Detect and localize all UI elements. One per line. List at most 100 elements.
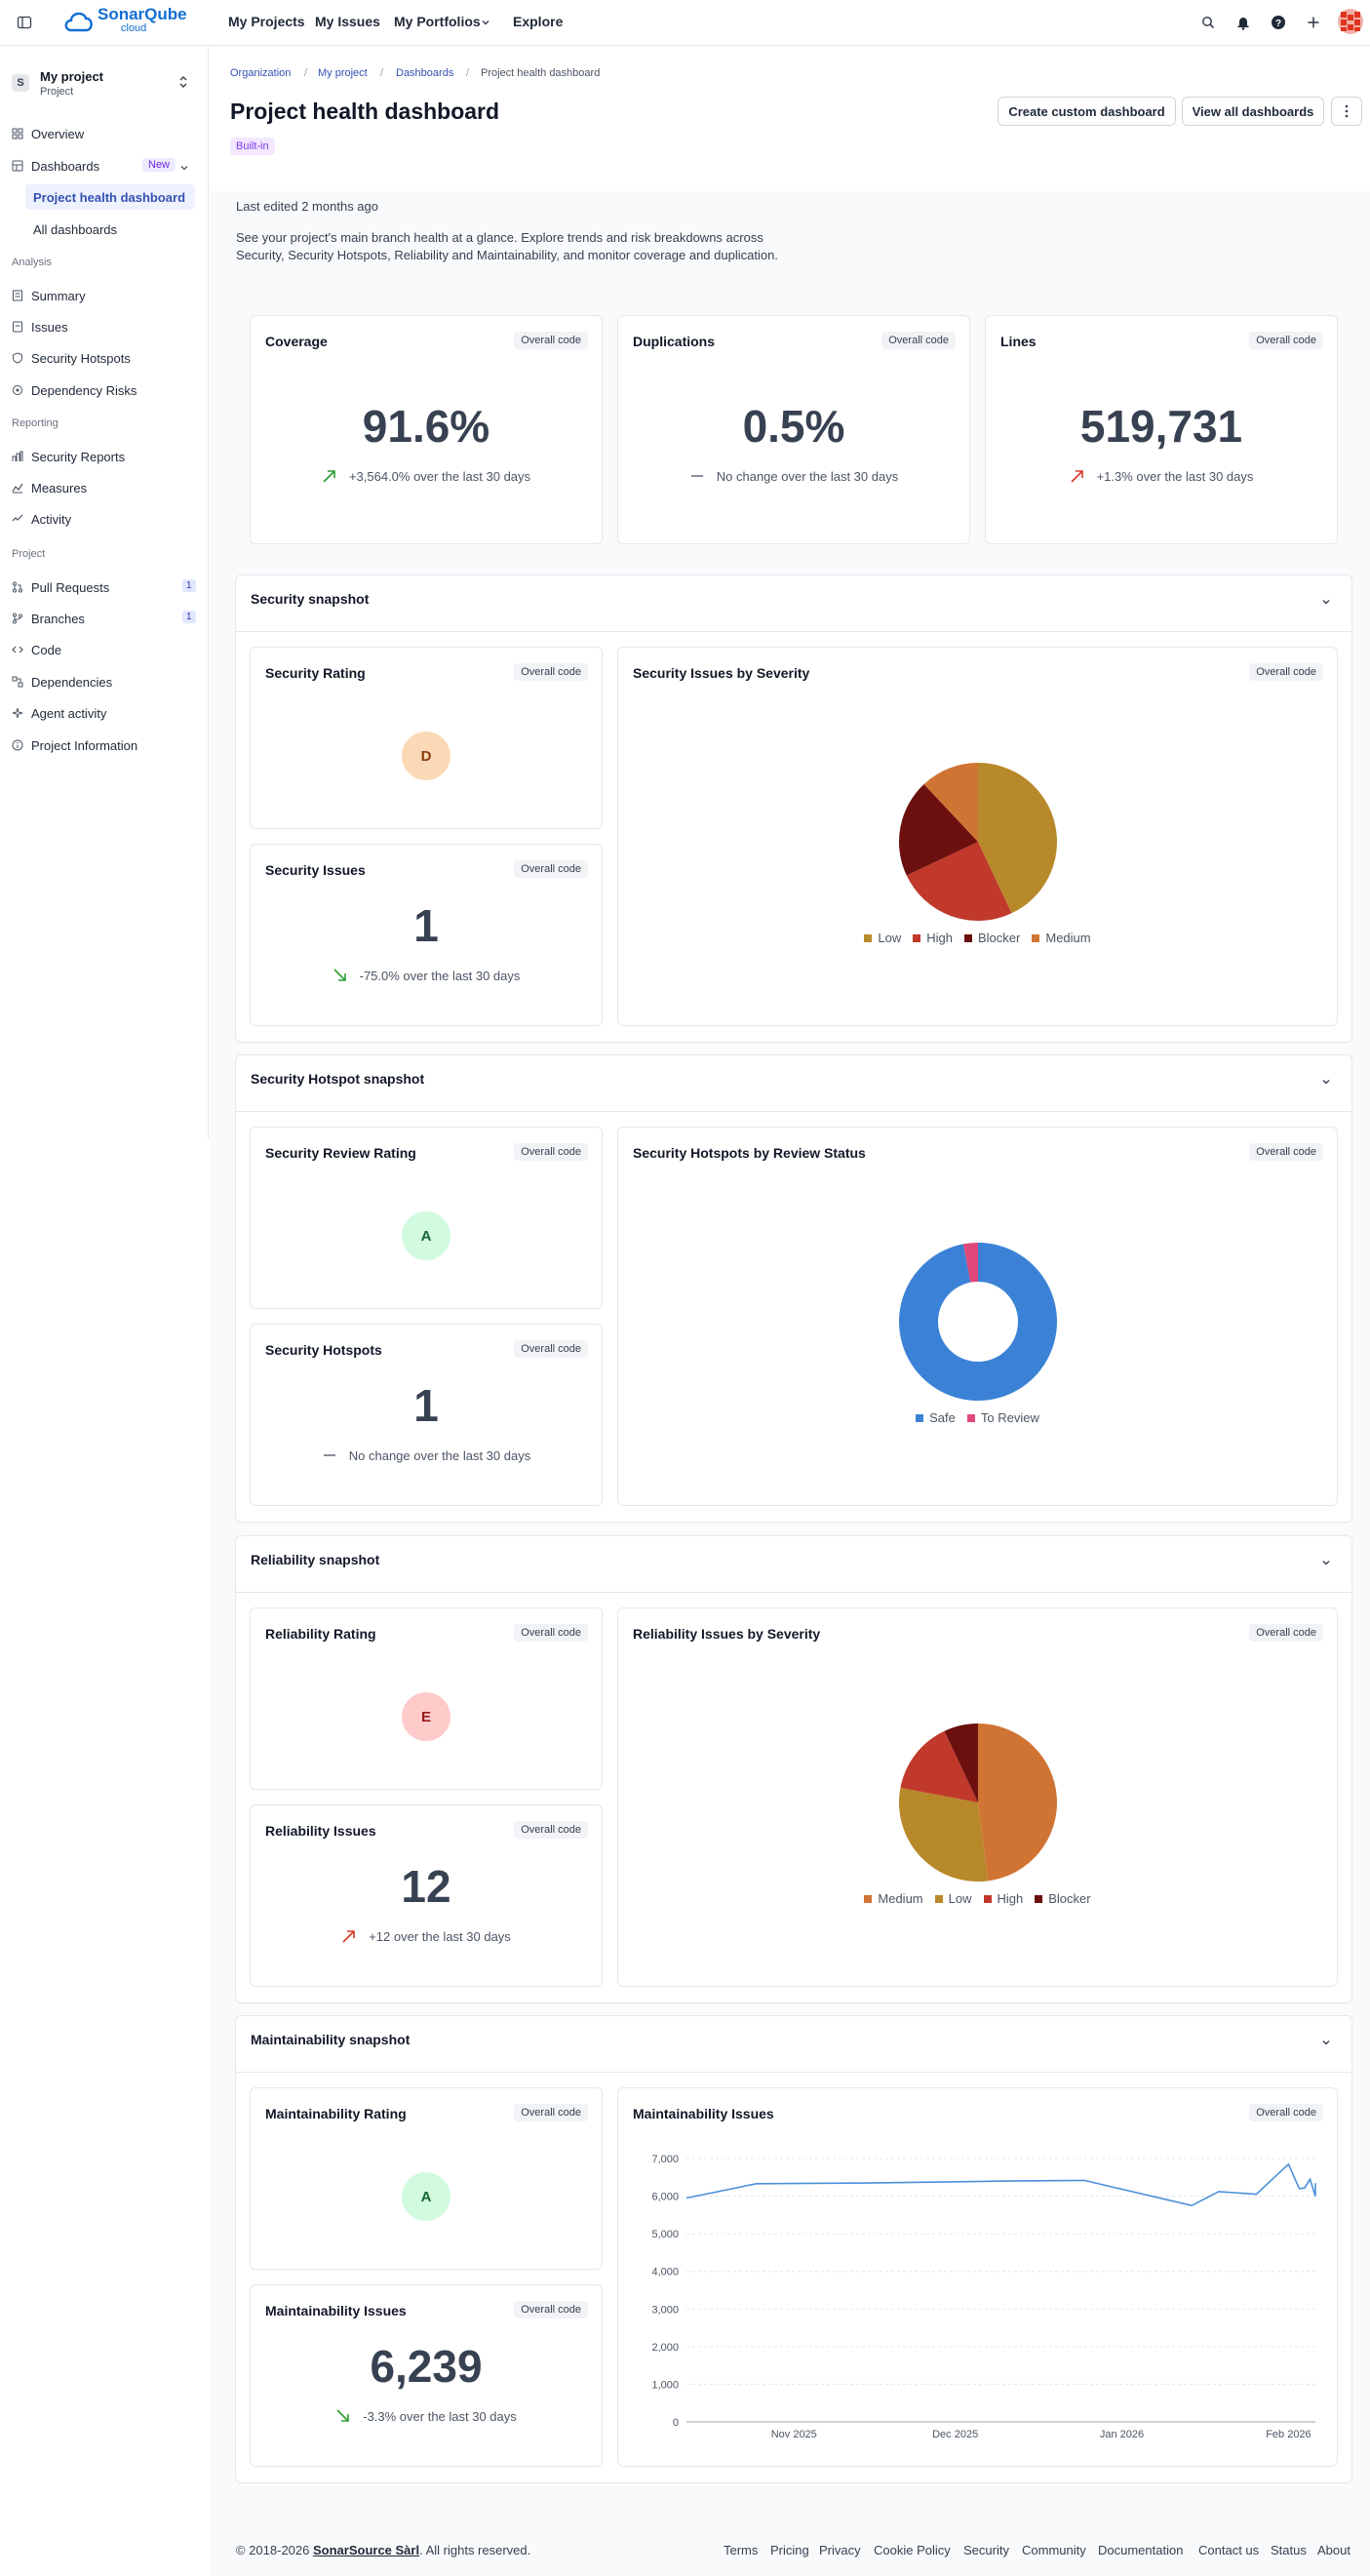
security-issues-card[interactable]: Security Issues Overall code 1 -75.0% ov… xyxy=(250,844,603,1026)
legend-item-safe[interactable]: Safe xyxy=(916,1410,956,1425)
pie-slice-low[interactable] xyxy=(978,763,1057,914)
reliability-rating-badge[interactable]: E xyxy=(402,1692,450,1741)
project-name[interactable]: My project xyxy=(40,69,104,84)
security-hotspots-card[interactable]: Security Hotspots Overall code 1 No chan… xyxy=(250,1324,603,1506)
sidebar-item-measures[interactable]: Measures xyxy=(12,476,87,499)
view-all-dashboards-button[interactable]: View all dashboards xyxy=(1182,97,1324,126)
footer-link-about[interactable]: About xyxy=(1317,2543,1350,2557)
collapse-chevron-down-icon[interactable] xyxy=(1320,1556,1332,1573)
sidebar-item-dashboards[interactable]: Dashboards xyxy=(12,154,197,178)
security-hotspots-value[interactable]: 1 xyxy=(413,1380,439,1431)
company-link[interactable]: SonarSource Sàrl xyxy=(312,2543,420,2557)
breadcrumb-organization[interactable]: Organization xyxy=(230,67,292,79)
sidebar-item-security-hotspots[interactable]: Security Hotspots xyxy=(12,346,131,370)
footer-link-cookie-policy[interactable]: Cookie Policy xyxy=(874,2543,951,2557)
sidebar-item-branches[interactable]: Branches xyxy=(12,607,85,630)
pie-slice-high[interactable] xyxy=(900,1730,978,1803)
sidebar-toggle-icon[interactable] xyxy=(14,12,35,33)
hotspots-review-status-donut-chart[interactable] xyxy=(897,1241,1059,1403)
user-avatar-icon[interactable] xyxy=(1338,9,1363,34)
pie-slice-blocker[interactable] xyxy=(899,783,978,876)
pie-slice-blocker[interactable] xyxy=(944,1724,978,1803)
sidebar-item-dependency-risks[interactable]: Dependency Risks xyxy=(12,378,137,402)
lines-value[interactable]: 519,731 xyxy=(1079,401,1243,452)
nav-my-projects[interactable]: My Projects xyxy=(228,14,305,29)
sonarqube-logo-icon[interactable] xyxy=(62,6,96,37)
legend-item-blocker[interactable]: Blocker xyxy=(964,931,1020,945)
lines-card[interactable]: Lines Overall code 519,731 +1.3% over th… xyxy=(985,315,1338,544)
coverage-card[interactable]: Coverage Overall code 91.6% +3,564.0% ov… xyxy=(250,315,603,544)
security-rating-card[interactable]: Security Rating Overall code D xyxy=(250,647,603,829)
sidebar-item-agent-activity[interactable]: Agent activity xyxy=(12,701,106,725)
security-issues-value[interactable]: 1 xyxy=(413,900,439,951)
legend-item-medium[interactable]: Medium xyxy=(1032,931,1091,945)
legend-item-low[interactable]: Low xyxy=(934,1891,972,1906)
legend-item-high[interactable]: High xyxy=(983,1891,1023,1906)
create-custom-dashboard-button[interactable]: Create custom dashboard xyxy=(998,97,1176,126)
security-severity-pie-chart[interactable] xyxy=(897,761,1059,923)
maintainability-rating-badge[interactable]: A xyxy=(402,2172,450,2221)
add-icon[interactable] xyxy=(1303,12,1324,33)
footer-link-privacy[interactable]: Privacy xyxy=(819,2543,861,2557)
footer-link-pricing[interactable]: Pricing xyxy=(770,2543,809,2557)
breadcrumb-my-project[interactable]: My project xyxy=(318,67,368,79)
footer-link-documentation[interactable]: Documentation xyxy=(1098,2543,1184,2557)
nav-my-portfolios[interactable]: My Portfolios xyxy=(394,14,481,29)
search-icon[interactable] xyxy=(1197,12,1219,33)
collapse-chevron-down-icon[interactable] xyxy=(1320,595,1332,613)
sidebar-item-pull-requests[interactable]: Pull Requests xyxy=(12,575,109,599)
legend-item-high[interactable]: High xyxy=(913,931,953,945)
breadcrumb-dashboards[interactable]: Dashboards xyxy=(396,67,454,79)
reliability-issues-value[interactable]: 12 xyxy=(401,1861,451,1912)
sidebar-item-overview[interactable]: Overview xyxy=(12,122,84,145)
sidebar-item-activity[interactable]: Activity xyxy=(12,507,71,531)
legend-swatch xyxy=(916,1414,924,1422)
footer-link-terms[interactable]: Terms xyxy=(724,2543,759,2557)
sidebar-item-all-dashboards[interactable]: All dashboards xyxy=(33,222,117,237)
dashboards-chevron-down-icon[interactable] xyxy=(179,160,189,178)
security-rating-badge[interactable]: D xyxy=(402,732,450,780)
maintainability-issues-line-chart[interactable]: 0 1,000 2,000 3,000 4,000 5,000 6,000 7,000 Nov … xyxy=(618,2147,1339,2459)
notifications-bell-icon[interactable] xyxy=(1233,12,1254,33)
maintainability-rating-card[interactable]: Maintainability Rating Overall code A xyxy=(250,2087,603,2270)
maintainability-issues-value[interactable]: 6,239 xyxy=(370,2341,483,2392)
pie-slice-medium[interactable] xyxy=(978,1724,1058,1882)
project-switcher-chevron-icon[interactable] xyxy=(177,74,189,95)
footer-link-contact-us[interactable]: Contact us xyxy=(1198,2543,1260,2557)
security-review-rating-badge[interactable]: A xyxy=(402,1211,450,1260)
sidebar-subitem-label: Project health dashboard xyxy=(33,190,186,205)
nav-explore[interactable]: Explore xyxy=(513,14,564,29)
collapse-chevron-down-icon[interactable] xyxy=(1320,2036,1332,2053)
footer-link-status[interactable]: Status xyxy=(1271,2543,1307,2557)
sidebar-item-code[interactable]: Code xyxy=(12,638,61,661)
sidebar-item-summary[interactable]: Summary xyxy=(12,284,86,307)
legend-item-blocker[interactable]: Blocker xyxy=(1035,1891,1091,1906)
pie-slice-low[interactable] xyxy=(899,1787,989,1882)
portfolios-chevron-down-icon[interactable] xyxy=(480,16,491,33)
security-review-rating-card[interactable]: Security Review Rating Overall code A xyxy=(250,1127,603,1309)
sidebar-item-project-health-dashboard[interactable] xyxy=(25,184,195,210)
help-icon[interactable]: ? xyxy=(1268,12,1289,33)
sidebar-item-dependencies[interactable]: Dependencies xyxy=(12,670,112,694)
reliability-rating-card[interactable]: Reliability Rating Overall code E xyxy=(250,1607,603,1790)
legend-item-to-review[interactable]: To Review xyxy=(966,1410,1039,1425)
sidebar-item-issues[interactable]: Issues xyxy=(12,315,68,338)
reliability-severity-pie-chart[interactable] xyxy=(897,1722,1059,1883)
sidebar-item-security-reports[interactable]: Security Reports xyxy=(12,445,125,468)
footer-link-community[interactable]: Community xyxy=(1022,2543,1086,2557)
collapse-chevron-down-icon[interactable] xyxy=(1320,1075,1332,1092)
maintainability-issues-line[interactable] xyxy=(685,2162,1316,2207)
reliability-issues-card[interactable]: Reliability Issues Overall code 12 +12 o… xyxy=(250,1804,603,1987)
maintainability-issues-card[interactable]: Maintainability Issues Overall code 6,23… xyxy=(250,2284,603,2467)
coverage-value[interactable]: 91.6% xyxy=(362,401,490,452)
pie-slice-high[interactable] xyxy=(906,842,1012,921)
duplications-card[interactable]: Duplications Overall code 0.5% No change… xyxy=(617,315,970,544)
sidebar-item-project-information[interactable]: Project Information xyxy=(12,733,137,757)
footer-link-security[interactable]: Security xyxy=(963,2543,1009,2557)
pie-slice-medium[interactable] xyxy=(923,763,978,842)
nav-my-issues[interactable]: My Issues xyxy=(315,14,380,29)
legend-item-low[interactable]: Low xyxy=(864,931,901,945)
duplications-value[interactable]: 0.5% xyxy=(742,401,845,452)
more-options-icon[interactable] xyxy=(1331,97,1362,126)
legend-item-medium[interactable]: Medium xyxy=(864,1891,923,1906)
